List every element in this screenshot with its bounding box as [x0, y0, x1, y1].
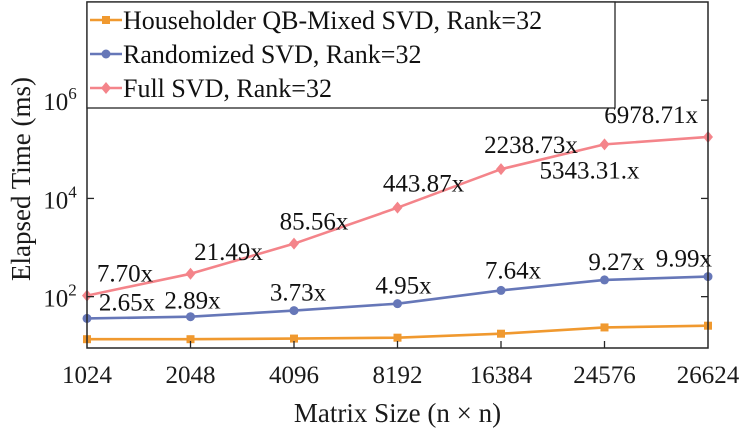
legend-swatch-marker [102, 16, 110, 24]
legend-swatch-marker [101, 82, 111, 94]
x-tick-label: 4096 [269, 362, 319, 389]
data-point [290, 334, 298, 343]
data-label: 443.87x [383, 171, 465, 198]
legend-label: Randomized SVD, Rank=32 [123, 40, 421, 69]
series-layer [82, 130, 713, 344]
data-point [600, 323, 609, 332]
x-tick-label: 8192 [373, 362, 423, 389]
data-point [393, 333, 402, 342]
x-axis-label: Matrix Size (n × n) [294, 398, 501, 428]
y-tick-label: 102 [43, 281, 77, 313]
data-label: 3.73x [270, 280, 327, 307]
x-tick-label: 2048 [166, 362, 216, 389]
data-label: 9.27x [588, 249, 645, 276]
y-axis: 102 104 106 [43, 84, 708, 313]
data-label-layer: 2.65x 2.89x 3.73x 4.95x 7.64x 9.27x 9.99x 7.70x… [97, 102, 713, 316]
y-axis-label: Elapsed Time (ms) [6, 77, 36, 281]
data-label: 2.65x [99, 289, 156, 316]
data-point [496, 163, 506, 176]
y-tick-label: 106 [43, 84, 77, 116]
data-point [599, 138, 610, 151]
legend: Householder QB-Mixed SVD, Rank=32 Randomi… [86, 1, 616, 109]
data-label: 21.49x [194, 239, 263, 266]
data-label: 7.70x [97, 261, 154, 288]
y-tick-label: 104 [43, 182, 77, 214]
x-tick-label: 24576 [573, 362, 636, 389]
legend-box [86, 1, 616, 109]
data-point [600, 275, 609, 285]
data-point [186, 312, 195, 322]
data-point [393, 299, 402, 309]
data-label: 2.89x [164, 288, 221, 315]
x-tick-label: 16384 [470, 362, 533, 389]
data-point [497, 329, 505, 338]
x-tick-label: 1024 [62, 362, 113, 389]
legend-label: Householder QB-Mixed SVD, Rank=32 [123, 6, 542, 35]
legend-label: Full SVD, Rank=32 [123, 74, 332, 103]
data-label: 85.56x [280, 209, 349, 236]
data-label: 2238.73x [484, 132, 578, 159]
x-axis: 1024 2048 4096 8192 16384 24576 26624 [62, 2, 740, 389]
x-tick-label: 26624 [677, 362, 740, 389]
data-label: 9.99x [656, 246, 713, 273]
data-point [392, 201, 403, 214]
data-label: 6978.71x [604, 102, 698, 129]
legend-swatch-marker [101, 49, 111, 59]
data-label: 7.64x [485, 257, 542, 284]
data-point [289, 237, 299, 250]
data-point [186, 335, 195, 344]
data-point [496, 285, 506, 295]
data-label: 5343.31.x [540, 157, 641, 184]
data-point [289, 306, 299, 316]
data-point [185, 267, 196, 280]
data-label: 4.95x [375, 273, 432, 300]
